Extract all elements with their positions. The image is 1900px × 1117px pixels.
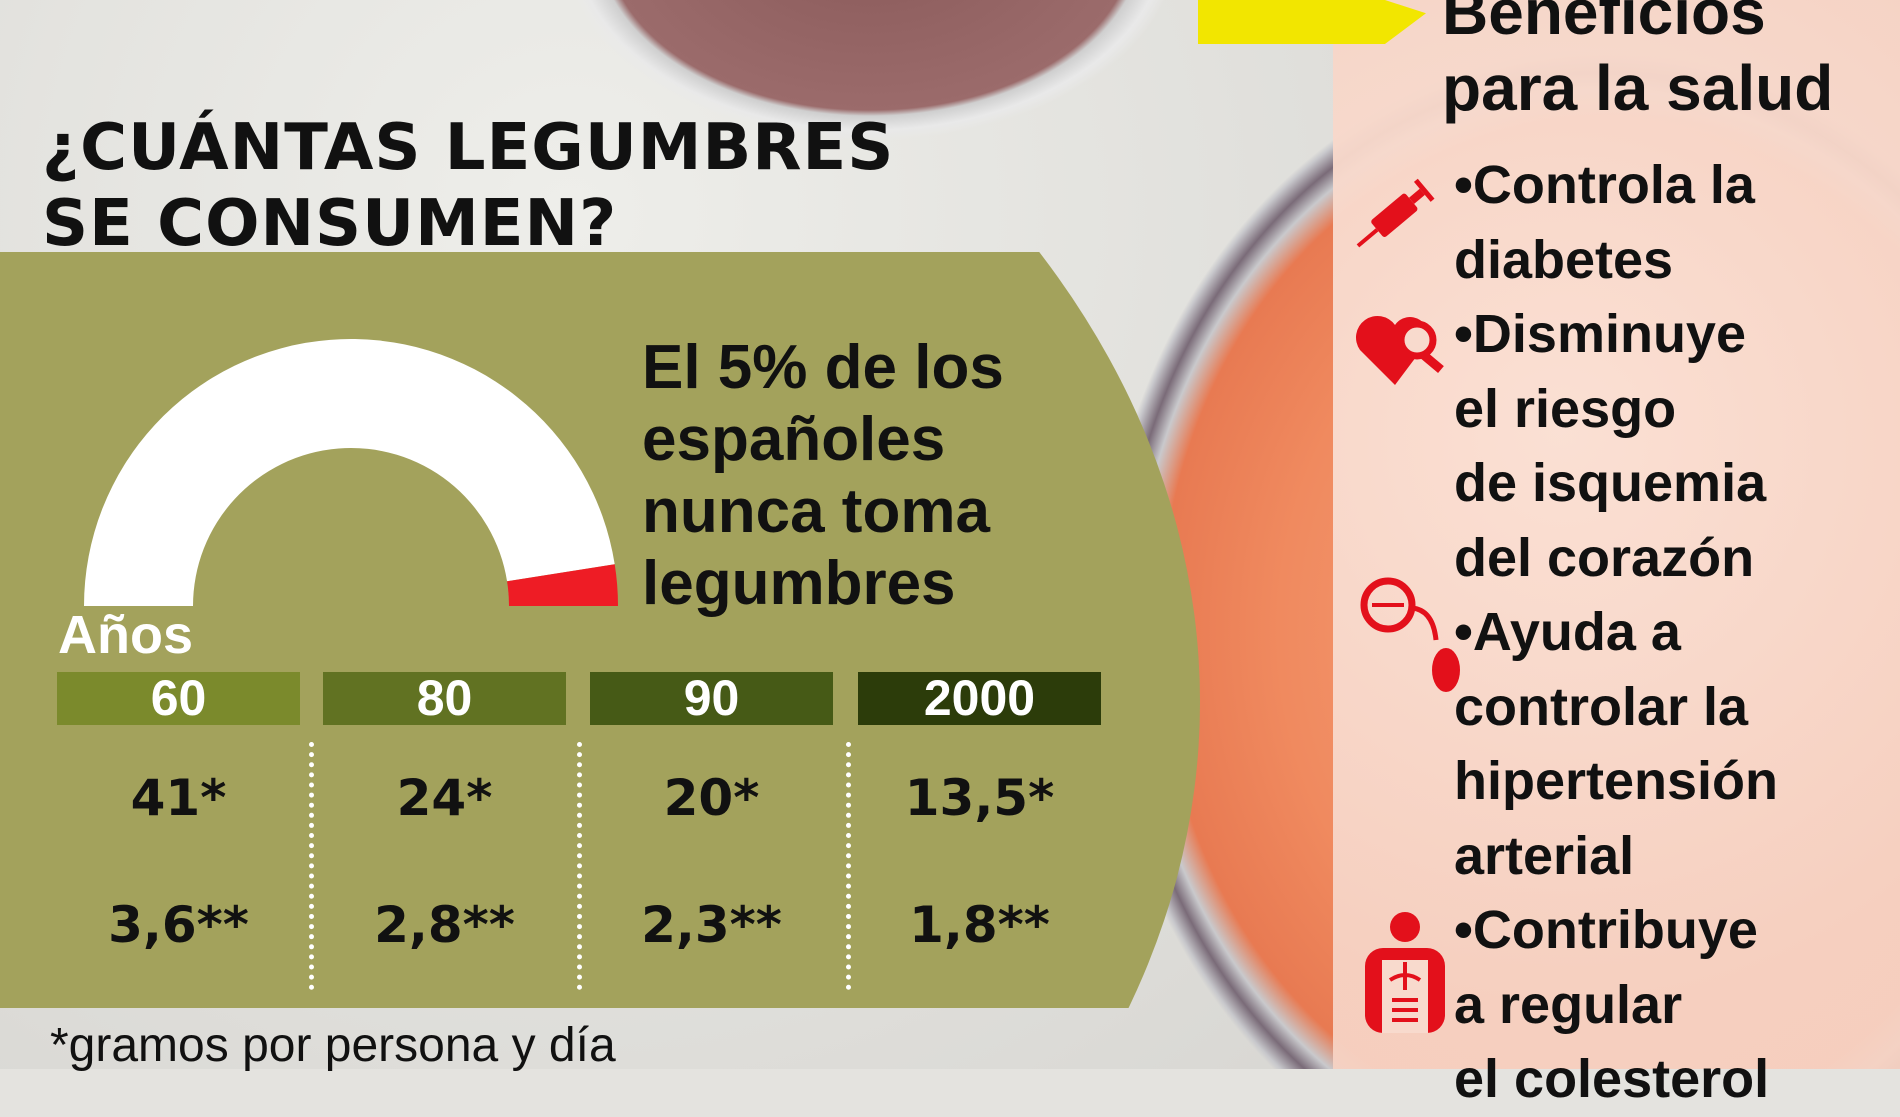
benefit-line: •Controla la — [1454, 155, 1755, 215]
benefit-line: •Contribuye — [1454, 900, 1758, 960]
secondary-value: 2,3** — [641, 896, 782, 954]
gauge-highlight-arc — [507, 564, 618, 606]
title-line: ¿CUÁNTAS LEGUMBRES — [42, 111, 895, 185]
year-header: 2000 — [858, 672, 1101, 725]
consumption-panel — [0, 252, 1200, 1008]
year-header: 60 — [57, 672, 300, 725]
secondary-value: 1,8** — [909, 896, 1050, 954]
benefits-title-line: para la salud — [1442, 52, 1834, 124]
gauge-caption: El 5% de los españoles nunca toma legumb… — [642, 332, 1004, 620]
benefit-line: •Ayuda a — [1454, 602, 1681, 662]
heart-search-icon — [1355, 315, 1444, 385]
benefit-line: de isquemia — [1454, 453, 1767, 513]
year-header: 90 — [590, 672, 833, 725]
years-label: Años — [58, 605, 193, 665]
divider — [309, 742, 314, 990]
caption-line: españoles — [642, 405, 946, 474]
grams-value: 24* — [396, 769, 493, 827]
divider — [577, 742, 582, 990]
divider — [846, 742, 851, 990]
benefit-line: arterial — [1454, 825, 1635, 886]
body-organs-icon — [1365, 912, 1445, 1033]
grams-value: 20* — [663, 769, 760, 827]
lentil-bowl-image — [560, 0, 1180, 140]
benefit-line: controlar la — [1454, 676, 1749, 737]
benefit-line: diabetes — [1454, 229, 1674, 290]
benefits-panel — [1333, 0, 1900, 1069]
benefit-line: hipertensión — [1454, 751, 1779, 811]
benefit-line: del corazón — [1454, 527, 1755, 588]
benefits-title: Beneficios para la salud — [1442, 0, 1833, 126]
gauge-chart — [84, 339, 618, 606]
benefit-line: el colesterol — [1454, 1049, 1770, 1109]
benefits-title-line: Beneficios — [1442, 0, 1766, 48]
arrow-icon — [1198, 0, 1426, 44]
grams-value: 41* — [130, 769, 227, 827]
gauge-arc — [84, 339, 615, 606]
secondary-value: 3,6** — [108, 896, 249, 954]
year-header: 80 — [323, 672, 566, 725]
footnote: *gramos por persona y día — [50, 1019, 616, 1072]
caption-line: El 5% de los — [642, 333, 1004, 402]
benefit-line: •Disminuye — [1454, 304, 1746, 364]
caption-line: legumbres — [642, 549, 956, 618]
benefit-line: el riesgo — [1454, 378, 1677, 439]
benefits-list: •Controla la diabetes •Disminuye el ries… — [1454, 148, 1778, 1117]
page-title: ¿CUÁNTAS LEGUMBRES SE CONSUMEN? — [42, 110, 894, 262]
title-line: SE CONSUMEN? — [42, 187, 618, 261]
grams-value: 13,5* — [904, 769, 1055, 827]
blood-pressure-icon — [1360, 577, 1460, 692]
caption-line: nunca toma — [642, 477, 990, 546]
secondary-value: 2,8** — [374, 896, 515, 954]
syringe-icon — [1356, 178, 1435, 248]
benefit-line: a regular — [1454, 974, 1683, 1035]
